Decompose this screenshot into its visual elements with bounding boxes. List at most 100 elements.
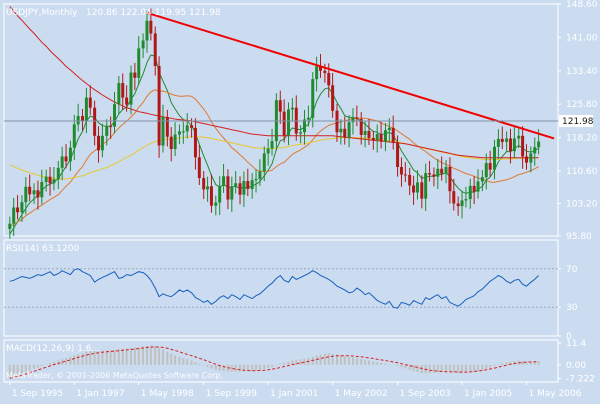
candle-body — [137, 48, 141, 78]
candle-body — [456, 203, 460, 207]
candle-body — [52, 179, 56, 184]
candle-body — [218, 185, 222, 203]
candle-body — [28, 186, 32, 195]
price-tick-label: 125.80 — [566, 100, 598, 110]
candle-body — [420, 182, 424, 199]
candle-body — [242, 181, 246, 195]
candle-body — [415, 182, 419, 193]
candle-body — [521, 135, 525, 157]
candle-body — [109, 126, 113, 128]
candle-body — [383, 130, 387, 142]
macd-signal-line — [9, 346, 539, 379]
copyright-watermark: MetaTrader, © 2001-2006 MetaQuotes Softw… — [6, 371, 223, 380]
candle-body — [60, 156, 64, 168]
candle-body — [129, 72, 133, 105]
candle-body — [432, 174, 436, 177]
candle-body — [327, 72, 331, 86]
candle-body — [8, 223, 12, 229]
price-tick-label: 103.20 — [566, 199, 598, 209]
price-tick-label: 118.20 — [566, 134, 598, 144]
candle-body — [246, 181, 250, 189]
x-tick-label: 1 Jan 1997 — [76, 389, 124, 399]
candle-body — [177, 131, 181, 135]
candle-body — [133, 72, 137, 78]
rsi-line — [9, 268, 539, 309]
candle-body — [270, 141, 274, 149]
candle-body — [266, 148, 270, 154]
candle-body — [44, 176, 48, 182]
macd-label: MACD(12,26,9) 1.6... — [6, 344, 100, 354]
price-tick-label: 95.80 — [566, 232, 592, 242]
candle-body — [72, 124, 76, 148]
candle-body — [226, 176, 230, 200]
candle-body — [440, 168, 444, 174]
candle-body — [93, 107, 97, 136]
candle-body — [509, 138, 513, 152]
candle-body — [484, 163, 488, 178]
candle-body — [278, 100, 282, 112]
candle-body — [258, 171, 262, 179]
candle-body — [181, 131, 185, 133]
candle-body — [16, 207, 20, 213]
candle-body — [56, 167, 60, 180]
candle-body — [460, 200, 464, 207]
candle-body — [331, 85, 335, 111]
candle-body — [161, 116, 165, 146]
candle-body — [452, 191, 456, 204]
candle-body — [88, 97, 92, 108]
candle-body — [141, 40, 145, 49]
candle-body — [408, 174, 412, 186]
candle-body — [493, 146, 497, 170]
candle-body — [303, 119, 307, 133]
candle-body — [480, 177, 484, 182]
candle-body — [529, 153, 533, 163]
candle-body — [343, 128, 347, 138]
macd-tick-label: -7.222 — [566, 375, 595, 385]
candle-body — [165, 116, 169, 137]
candle-body — [448, 167, 452, 192]
x-tick-label: 1 May 1998 — [141, 389, 194, 399]
candle-body — [512, 138, 516, 152]
current-price-label: 121.98 — [562, 117, 594, 127]
candle-body — [250, 180, 254, 189]
candle-body — [32, 190, 36, 195]
candle-body — [472, 185, 476, 192]
x-tick-label: 1 May 2002 — [335, 389, 388, 399]
candle-body — [396, 142, 400, 168]
candle-body — [347, 122, 351, 138]
candle-body — [311, 79, 315, 118]
candle-body — [121, 83, 125, 98]
rsi-panel: 70 30 0 RSI(14) 63.1200 — [4, 244, 578, 342]
candle-body — [230, 186, 234, 200]
candle-body — [287, 109, 291, 136]
candle-body — [197, 157, 201, 178]
candle-body — [262, 153, 266, 172]
candle-body — [68, 147, 72, 162]
candle-body — [105, 126, 109, 136]
x-tick-label: 1 Sep 2003 — [400, 389, 451, 399]
candle-body — [202, 178, 206, 190]
candle-body — [371, 138, 375, 141]
candle-body — [113, 104, 117, 127]
candle-body — [391, 127, 395, 143]
candle-body — [363, 130, 367, 135]
candle-body — [64, 156, 68, 162]
candle-body — [319, 66, 323, 71]
candle-body — [537, 141, 541, 148]
macd-tick-label: 0.00 — [566, 361, 586, 371]
ohlc-values: 120.86 122.04 119.95 121.98 — [86, 8, 221, 18]
candle-body — [206, 186, 210, 190]
candle-body — [500, 138, 504, 142]
candle-body — [424, 173, 428, 199]
candle-body — [496, 138, 500, 147]
candle-body — [355, 117, 359, 120]
candle-body — [464, 199, 468, 201]
moving-average-line-4 — [9, 6, 539, 159]
x-tick-label: 1 Jan 2005 — [464, 389, 512, 399]
candle-body — [81, 116, 85, 121]
candle-body — [290, 107, 294, 110]
x-tick-label: 1 Sep 1995 — [12, 389, 63, 399]
candle-body — [254, 178, 258, 181]
candle-body — [157, 65, 161, 146]
